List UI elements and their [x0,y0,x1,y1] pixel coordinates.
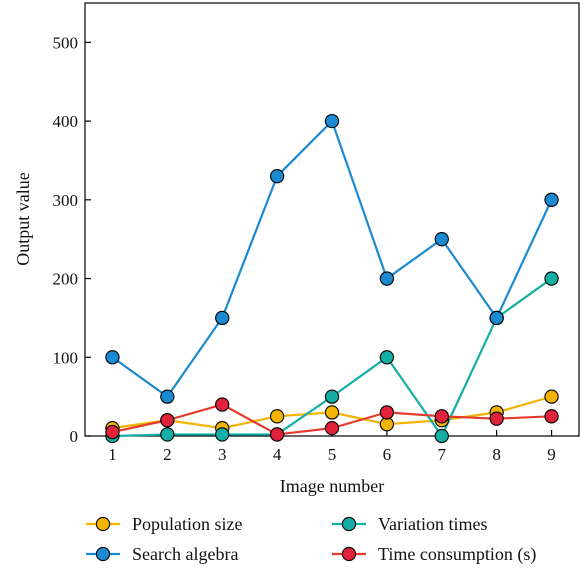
y-axis: 0 100 200 300 400 500 [53,33,91,446]
series-3-point [160,389,175,404]
series-4-point [544,409,559,424]
x-tick-label: 7 [438,445,447,464]
x-tick-label: 8 [492,445,501,464]
x-tick-label: 5 [328,445,337,464]
x-tick-label: 9 [547,445,556,464]
series-4-point [324,420,340,436]
series-4-point [379,405,395,420]
series-1-point [269,409,285,424]
series-line-3 [111,119,553,398]
y-axis-title: Output value [13,172,33,265]
legend-label: Search algebra [132,544,238,564]
x-tick-label: 6 [383,445,392,464]
series-2-point [434,428,449,444]
series-4-point [434,409,449,424]
series-2-point [160,427,175,442]
y-tick-label: 0 [70,427,79,446]
series-layer [105,113,559,444]
x-tick-label: 4 [273,445,282,464]
x-tick-label: 1 [108,445,117,464]
x-tick-label: 3 [218,445,227,464]
y-tick-label: 100 [53,348,79,367]
series-2-point [215,427,230,442]
legend-label: Time consumption (s) [378,544,536,565]
series-3-point [215,310,230,326]
plot-frame [84,2,580,437]
legend-marker [341,516,357,532]
series-1-point [544,389,559,404]
legend-marker [95,516,111,532]
legend-label: Variation times [378,514,487,534]
series-3-point [105,350,120,365]
legend-item: Time consumption (s) [332,544,536,565]
series-3-point [434,232,449,247]
series-2-point [544,271,559,286]
y-tick-label: 300 [53,191,79,210]
legend-item: Variation times [332,514,487,534]
series-1-point [324,405,340,420]
series-3-point [379,271,395,286]
series-4-point [105,424,120,440]
x-axis-title: Image number [280,476,384,496]
legend-item: Population size [86,514,243,534]
series-4-point [489,411,504,426]
series-1-point [379,417,395,432]
legend-marker [95,546,111,562]
legend-label: Population size [132,514,243,534]
legend-marker [341,546,357,562]
series-4-point [160,413,175,428]
x-tick-label: 2 [163,445,172,464]
series-3-point [269,169,285,184]
series-3-point [489,310,504,326]
y-tick-label: 200 [53,270,79,289]
series-2-point [379,350,395,365]
series-2-point [324,389,340,404]
legend: Population size Search algebra Variation t… [86,514,536,565]
series-3-point [544,192,559,207]
y-tick-label: 500 [53,33,79,52]
series-4-point [269,427,285,442]
legend-item: Search algebra [86,544,238,564]
series-3-point [324,113,340,129]
series-4-point [215,397,230,412]
y-tick-label: 400 [53,112,79,131]
